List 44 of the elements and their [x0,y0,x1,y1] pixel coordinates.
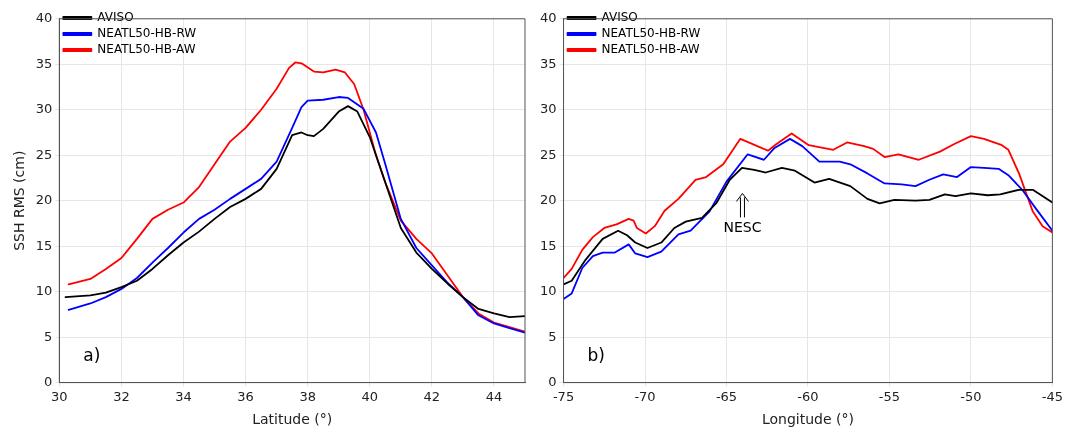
y-tick-label: 10 [35,283,53,299]
y-tick-label: 15 [35,237,53,253]
legend-label: AVISO [97,10,134,25]
x-tick-label: -55 [878,388,901,404]
x-tick-label: -75 [552,388,575,404]
x-tick-label: 36 [237,388,254,404]
y-tick-label: 5 [44,328,53,344]
y-tick-label: 5 [548,328,557,344]
x-tick-label: 44 [485,388,503,404]
annotation: NESC [723,219,762,236]
legend-label: NEATL50-HB-AW [97,42,196,57]
y-tick-label: 30 [540,101,557,117]
y-tick-label: 25 [540,146,557,162]
x-tick-label: 38 [299,388,316,404]
y-tick-label: 15 [540,237,557,253]
y-tick-label: 30 [35,101,53,117]
x-tick-label: 42 [423,388,441,404]
legend-label: NEATL50-HB-RW [601,26,701,41]
y-tick-label: 25 [35,146,53,162]
annotation: b) [587,344,605,365]
annotation: a) [83,344,101,365]
legend-label: AVISO [601,10,638,25]
x-tick-label: -45 [1041,388,1063,404]
y-tick-label: 20 [35,192,53,208]
y-tick-label: 20 [540,192,557,208]
legend-label: NEATL50-HB-AW [601,42,700,57]
y-tick-label: 35 [35,55,53,71]
x-tick-label: 32 [113,388,130,404]
legend-label: NEATL50-HB-RW [97,26,197,41]
y-axis-title: SSH RMS (cm) [11,150,28,251]
y-tick-label: 10 [540,283,557,299]
x-tick-label: -65 [715,388,738,404]
x-tick-label: 40 [361,388,379,404]
y-tick-label: 40 [540,10,557,26]
y-tick-label: 0 [548,373,557,389]
x-axis-title: Longitude (°) [761,411,854,428]
y-tick-label: 40 [35,10,53,26]
y-tick-label: 35 [540,55,557,71]
x-tick-label: -60 [797,388,819,404]
x-tick-label: 34 [175,388,192,404]
x-tick-label: -50 [960,388,982,404]
y-tick-label: 0 [44,373,53,389]
x-axis-title: Latitude (°) [252,411,333,428]
x-tick-label: -70 [634,388,656,404]
